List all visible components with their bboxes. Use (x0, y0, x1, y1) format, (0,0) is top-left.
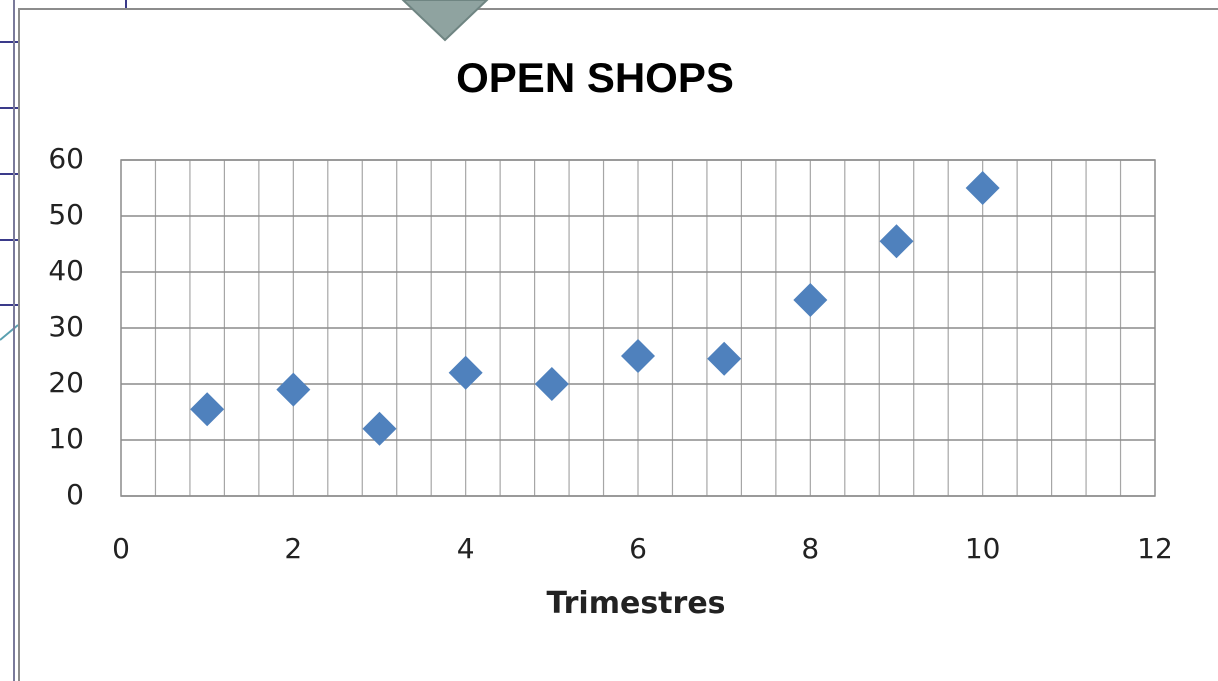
data-point (879, 224, 914, 259)
data-point (362, 411, 397, 446)
x-tick-label: 8 (801, 532, 819, 565)
x-tick-label: 10 (965, 532, 1001, 565)
y-tick-label: 40 (48, 254, 84, 287)
y-tick-label: 20 (48, 366, 84, 399)
decor-arrow (401, 0, 489, 42)
y-tick-label: 0 (66, 478, 84, 511)
decor-line (0, 324, 19, 341)
x-tick-label: 4 (457, 532, 475, 565)
x-tick-label: 12 (1137, 532, 1173, 565)
x-tick-label: 0 (112, 532, 130, 565)
x-tick-label: 6 (629, 532, 647, 565)
plot-area: 0 10 20 30 40 50 60 0 2 4 6 8 10 12 (48, 142, 1172, 565)
data-point (276, 372, 311, 407)
data-point (707, 341, 742, 376)
data-point (190, 392, 225, 427)
x-axis-label: Trimestres (546, 586, 725, 621)
data-point (448, 355, 483, 390)
data-point (965, 171, 1000, 205)
data-point (793, 283, 828, 317)
y-tick-label: 50 (48, 198, 84, 231)
chart-title: OPEN SHOPS (456, 54, 734, 101)
y-tick-label: 30 (48, 310, 84, 343)
data-point (534, 367, 569, 401)
y-tick-label: 60 (48, 142, 84, 175)
y-tick-label: 10 (48, 422, 84, 455)
data-point (621, 339, 655, 373)
x-tick-label: 2 (284, 532, 302, 565)
